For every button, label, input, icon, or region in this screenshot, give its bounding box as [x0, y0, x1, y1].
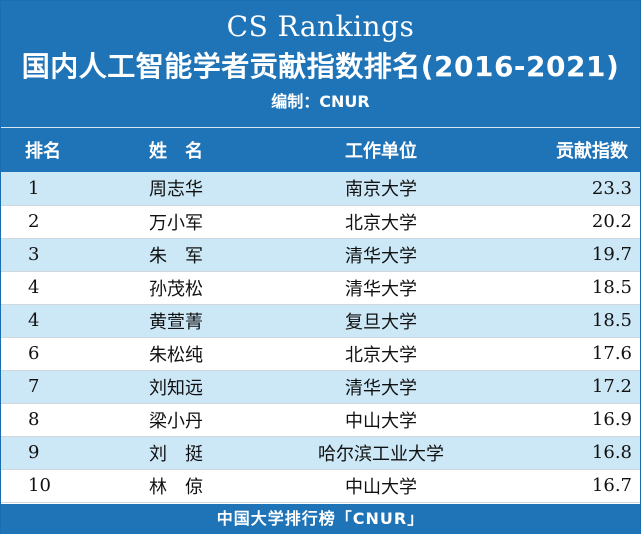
cell-name: 梁小丹: [91, 403, 261, 437]
column-header-unit: 工作单位: [261, 128, 501, 172]
cell-rank: 6: [1, 337, 91, 371]
table-row: 4 黄萱菁 复旦大学 18.5: [1, 304, 640, 338]
cell-unit: 哈尔滨工业大学: [261, 436, 501, 470]
cell-rank: 9: [1, 436, 91, 470]
cell-unit: 中山大学: [261, 469, 501, 503]
cell-name: 孙茂松: [91, 271, 261, 305]
header-divider: [1, 127, 640, 128]
cell-score: 16.8: [501, 436, 640, 470]
table-header-row: 排名 姓 名 工作单位 贡献指数: [1, 128, 640, 172]
cell-rank: 10: [1, 469, 91, 503]
table-row: 8 梁小丹 中山大学 16.9: [1, 403, 640, 437]
title-english: CS Rankings: [226, 10, 415, 43]
cell-score: 17.2: [501, 370, 640, 404]
title-chinese: 国内人工智能学者贡献指数排名(2016-2021): [21, 50, 620, 83]
editor-credit: 编制：CNUR: [271, 92, 370, 111]
cell-name: 周志华: [91, 172, 261, 206]
cell-name: 林 倞: [91, 469, 261, 503]
table-row: 7 刘知远 清华大学 17.2: [1, 370, 640, 404]
cell-name: 朱松纯: [91, 337, 261, 371]
cell-unit: 南京大学: [261, 172, 501, 206]
cell-name: 刘 挺: [91, 436, 261, 470]
cell-rank: 2: [1, 205, 91, 239]
footer-banner: 中国大学排行榜「CNUR」: [1, 504, 640, 534]
cell-score: 19.7: [501, 238, 640, 272]
cell-rank: 3: [1, 238, 91, 272]
cell-unit: 北京大学: [261, 337, 501, 371]
cell-score: 16.7: [501, 469, 640, 503]
cell-score: 18.5: [501, 271, 640, 305]
cell-unit: 清华大学: [261, 271, 501, 305]
table-row: 6 朱松纯 北京大学 17.6: [1, 337, 640, 371]
cell-unit: 清华大学: [261, 238, 501, 272]
column-header-rank: 排名: [1, 128, 91, 172]
table-row: 3 朱 军 清华大学 19.7: [1, 238, 640, 272]
cell-score: 18.5: [501, 304, 640, 338]
column-header-score: 贡献指数: [501, 128, 640, 172]
cell-name: 刘知远: [91, 370, 261, 404]
header-banner: CS Rankings 国内人工智能学者贡献指数排名(2016-2021) 编制…: [1, 1, 640, 128]
cell-rank: 4: [1, 304, 91, 338]
table-row: 10 林 倞 中山大学 16.7: [1, 469, 640, 503]
cell-unit: 中山大学: [261, 403, 501, 437]
table-row: 1 周志华 南京大学 23.3: [1, 172, 640, 206]
ranking-table: 排名 姓 名 工作单位 贡献指数 1 周志华 南京大学 23.3 2 万小军 北…: [1, 128, 640, 503]
cell-name: 黄萱菁: [91, 304, 261, 338]
cell-rank: 1: [1, 172, 91, 206]
cell-score: 23.3: [501, 172, 640, 206]
table-row: 9 刘 挺 哈尔滨工业大学 16.8: [1, 436, 640, 470]
cell-rank: 7: [1, 370, 91, 404]
table-row: 4 孙茂松 清华大学 18.5: [1, 271, 640, 305]
cell-score: 20.2: [501, 205, 640, 239]
cell-name: 朱 军: [91, 238, 261, 272]
cell-rank: 4: [1, 271, 91, 305]
cell-score: 16.9: [501, 403, 640, 437]
cell-rank: 8: [1, 403, 91, 437]
cell-unit: 北京大学: [261, 205, 501, 239]
cell-name: 万小军: [91, 205, 261, 239]
table-row: 2 万小军 北京大学 20.2: [1, 205, 640, 239]
cell-score: 17.6: [501, 337, 640, 371]
column-header-name: 姓 名: [91, 128, 261, 172]
cell-unit: 清华大学: [261, 370, 501, 404]
cell-unit: 复旦大学: [261, 304, 501, 338]
